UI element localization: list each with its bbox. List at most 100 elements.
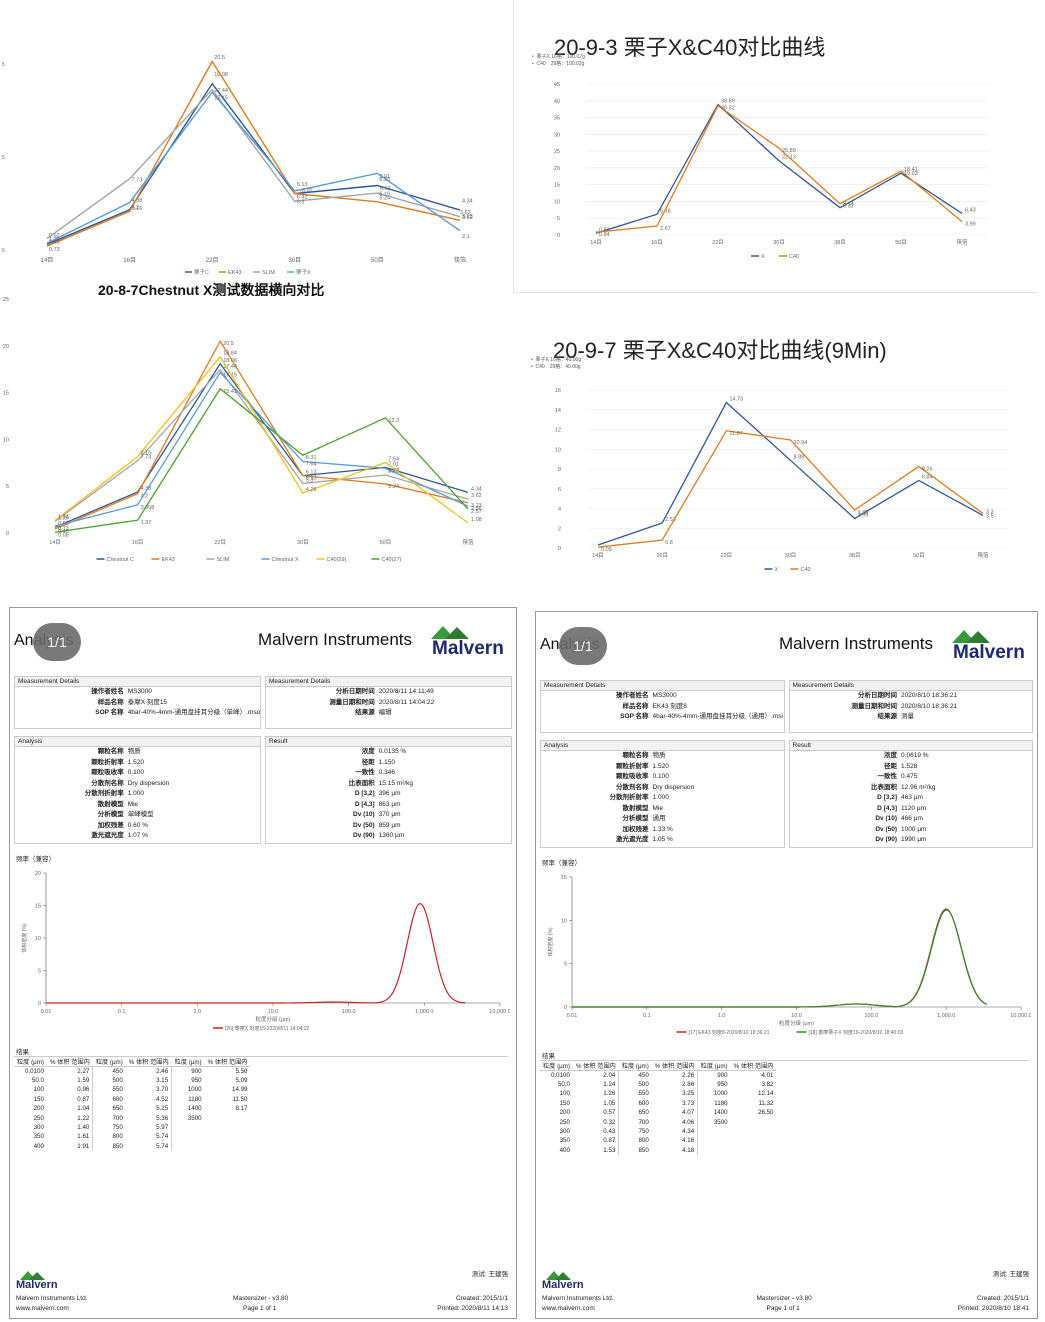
x-tick-label: 22目: [214, 539, 226, 546]
data-label: 14.73: [729, 397, 743, 403]
table-cell: 1.53: [603, 1146, 616, 1154]
x-tick-label: 1,000.0: [415, 1009, 433, 1015]
tester-note: 测试: 王建强: [992, 1271, 1029, 1278]
field-label: 颗粒折射率: [91, 758, 124, 766]
table-cell: 5.09: [235, 1077, 248, 1085]
table-cell: 4.01: [761, 1071, 774, 1079]
field-label: D [4,3]: [877, 804, 898, 812]
data-label: 8.14: [843, 202, 854, 208]
psd-legend-item: [17] EK43 刻度8-2020/8/10 18:36:21: [689, 1029, 770, 1036]
field-value: 1.520: [127, 758, 144, 766]
analysis-box-row: 分散剂名称 Dry dispersion: [541, 783, 784, 794]
data-label: 10.94: [794, 440, 808, 446]
x-tick-label: 38目: [834, 239, 846, 246]
y-tick-label: 15: [3, 391, 9, 397]
result-box-row: D [4,3] 863 μm: [266, 800, 511, 811]
data-label: 17.44: [223, 364, 237, 370]
data-label: 6.62: [380, 186, 391, 192]
analysis-box-row: 颗粒折射率 1.520: [541, 762, 784, 773]
table-header-row: 粒度 (μm)% 体积 范围内 粒度 (μm)% 体积 范围内 粒度 (μm)% 体…: [540, 1061, 777, 1071]
y-tick-label: 20: [3, 344, 9, 350]
field-value: 1000 μm: [901, 825, 927, 833]
data-label: 0.51: [599, 227, 610, 233]
field-value: 463 μm: [901, 794, 923, 801]
table-row: 400 1.91 850 5.74: [14, 1141, 250, 1152]
series-line-3: [54, 368, 469, 522]
table-cell: 900: [171, 1066, 205, 1076]
x-tick-label: 16目: [656, 552, 668, 559]
data-label: 12.3: [388, 418, 399, 424]
x-tick-label: 50目: [380, 539, 392, 546]
result-box-row: 一致性 0.475: [790, 772, 1033, 783]
table-cell: 1400: [697, 1108, 731, 1118]
analysis-box-row: 颗粒名称 物质: [15, 747, 260, 758]
table-cell: [697, 1136, 731, 1146]
data-label: 7.01: [379, 174, 390, 180]
malvern-logo-icon: [952, 630, 990, 643]
analysis-box-row: 加权残差 1.33 %: [541, 825, 784, 836]
footer-version: Mastersizer - v3.80: [233, 1295, 289, 1302]
legend-item: Chestnut X: [272, 557, 300, 563]
table-header: 粒度 (μm): [14, 1057, 47, 1067]
field-label: D [3,2]: [354, 790, 375, 797]
table-cell: 950: [697, 1079, 731, 1090]
analysis-box-row: 颗粒吸收率 0.100: [15, 768, 260, 779]
data-label: 0.73: [58, 526, 69, 532]
data-label: 18.08: [223, 358, 237, 364]
table-header-row: 粒度 (μm)% 体积 范围内 粒度 (μm)% 体积 范围内 粒度 (μm)% 体…: [14, 1057, 251, 1067]
table-cell: 200: [559, 1109, 570, 1117]
table-header: 粒度 (μm): [618, 1061, 652, 1071]
data-label: 18.41: [904, 167, 918, 173]
table-cell: 12.14: [758, 1090, 774, 1098]
legend: X C40: [751, 254, 799, 260]
table-cell: 3.15: [156, 1077, 169, 1085]
data-label: 20.5: [214, 55, 225, 61]
data-label: 2.57: [471, 509, 482, 515]
x-tick-label: 筷箔: [462, 538, 474, 546]
tester-note: 测试: 王建强: [471, 1271, 508, 1278]
field-value: 12.96 m²/kg: [901, 783, 936, 791]
table-header: % 体积 范围内: [204, 1057, 251, 1067]
measurement-details-right-header: Measurement Details: [789, 681, 1032, 691]
field-value: 2020/8/11 14:04:22: [378, 698, 435, 706]
chart-3-title: 20-8-7Chestnut X测试数据横向对比: [98, 282, 325, 298]
series-line-3: [46, 88, 461, 240]
data-label: 5.3: [306, 477, 314, 483]
table-cell: [731, 1136, 777, 1145]
field-value: MS3000: [127, 688, 152, 695]
legend-item: C40: [789, 254, 799, 260]
table-cell: 1.59: [77, 1077, 90, 1085]
table-cell: [731, 1127, 777, 1136]
measurement-details-left-row: SOP 名称 4bar-40%-4mm-通用盘挂耳分级（单峰）.msop: [15, 708, 260, 719]
psd-curve-2: [572, 909, 987, 1008]
result-box-row: 浓度 0.0619 %: [790, 751, 1033, 762]
table-cell: 3.25: [682, 1090, 695, 1098]
page-badge-text: 1/1: [573, 638, 593, 654]
data-label: 3.62: [471, 493, 482, 499]
table-cell: 500: [618, 1079, 652, 1090]
field-value: 1360 μm: [378, 832, 405, 839]
table-cell: 300: [559, 1128, 570, 1136]
field-value: 2020/8/10 18:36:21: [901, 692, 958, 699]
psd-curve-1: [46, 902, 466, 1004]
field-value: 通用: [652, 815, 666, 822]
table-row: 400 1.53 850 4.18: [540, 1145, 776, 1156]
field-label: Dv (50): [353, 821, 375, 829]
table-cell: [697, 1126, 731, 1137]
table-cell: 1.40: [77, 1124, 90, 1132]
data-label: 0.62: [49, 233, 60, 239]
table-cell: 650: [92, 1104, 126, 1114]
field-label: 颗粒折射率: [616, 762, 649, 770]
table-cell: 50.0: [31, 1077, 44, 1085]
field-label: SOP 名称: [620, 713, 649, 720]
field-label: Dv (90): [875, 836, 898, 843]
analysis-box-row: 颗粒吸收率 0.100: [541, 772, 784, 783]
data-label: 3.008: [141, 505, 155, 511]
table-cell: 800: [92, 1132, 126, 1142]
field-label: 颗粒名称: [622, 752, 649, 759]
analysis-box-row: 颗粒折射率 1.520: [15, 758, 260, 769]
x-tick-label: 30目: [773, 239, 785, 246]
table-cell: 4.52: [156, 1095, 169, 1103]
field-label: Dv (10): [875, 815, 898, 822]
